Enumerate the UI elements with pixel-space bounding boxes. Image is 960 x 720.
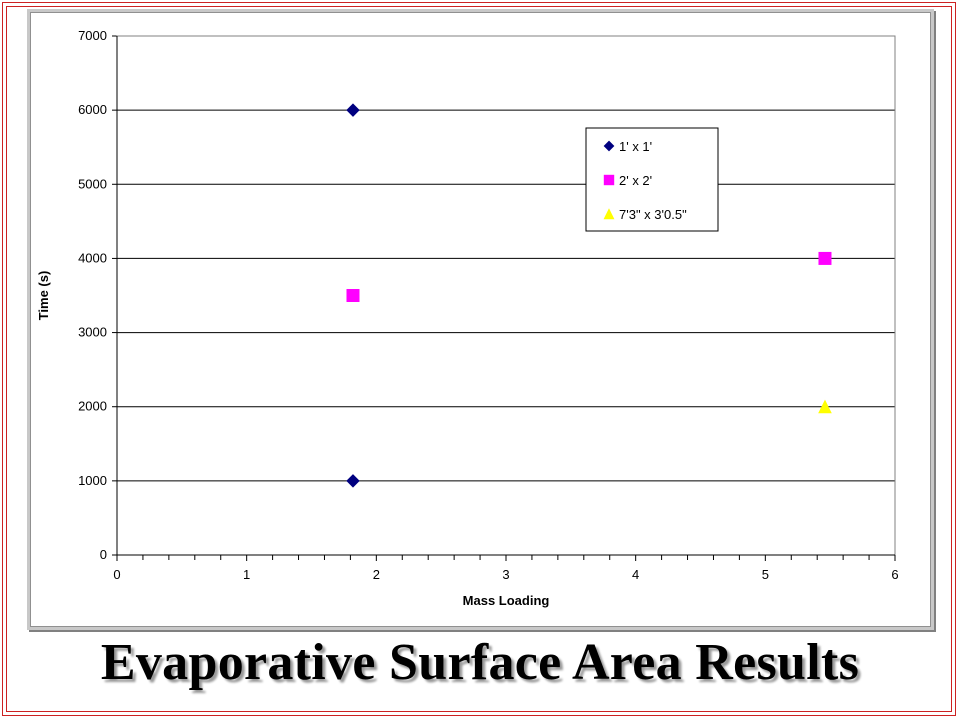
x-tick-label: 2	[373, 567, 380, 582]
data-point-series-3	[818, 399, 832, 414]
legend-marker-series-3	[603, 208, 615, 220]
data-point-series-2	[818, 251, 832, 265]
y-tick-label: 3000	[78, 325, 107, 340]
x-axis-title: Mass Loading	[463, 593, 550, 608]
data-point-series-1	[346, 103, 360, 117]
x-tick-label: 6	[891, 567, 898, 582]
legend-label: 1' x 1'	[619, 139, 652, 154]
chart-panel: 0 1000 2000 3000 4000 5000 6000 7000 0 1 2 3 4 5 6 Mass…	[27, 9, 934, 630]
y-tick-label: 4000	[78, 250, 107, 265]
y-tick-label: 2000	[78, 399, 107, 414]
x-tick-label: 5	[762, 567, 769, 582]
slide-frame-inner	[6, 6, 952, 712]
data-point-series-1	[346, 474, 360, 488]
legend-label: 7'3" x 3'0.5"	[619, 207, 687, 222]
x-tick-label: 1	[243, 567, 250, 582]
y-tick-label: 0	[100, 547, 107, 562]
legend-marker-series-1	[603, 140, 615, 152]
legend-label: 2' x 2'	[619, 173, 652, 188]
x-tick-label: 3	[502, 567, 509, 582]
legend-marker-series-2	[603, 174, 615, 186]
data-point-series-2	[346, 289, 360, 302]
y-tick-label: 7000	[78, 28, 107, 43]
plot-area	[117, 36, 895, 555]
scatter-chart: 0 1000 2000 3000 4000 5000 6000 7000 0 1 2 3 4 5 6 Mass…	[36, 28, 899, 608]
x-tick-label: 0	[113, 567, 120, 582]
y-tick-label: 5000	[78, 176, 107, 191]
y-tick-label: 1000	[78, 473, 107, 488]
y-tick-label: 6000	[78, 102, 107, 117]
slide-title: Evaporative Surface Area Results	[100, 634, 860, 691]
y-axis-title: Time (s)	[36, 271, 51, 321]
x-tick-label: 4	[632, 567, 639, 582]
